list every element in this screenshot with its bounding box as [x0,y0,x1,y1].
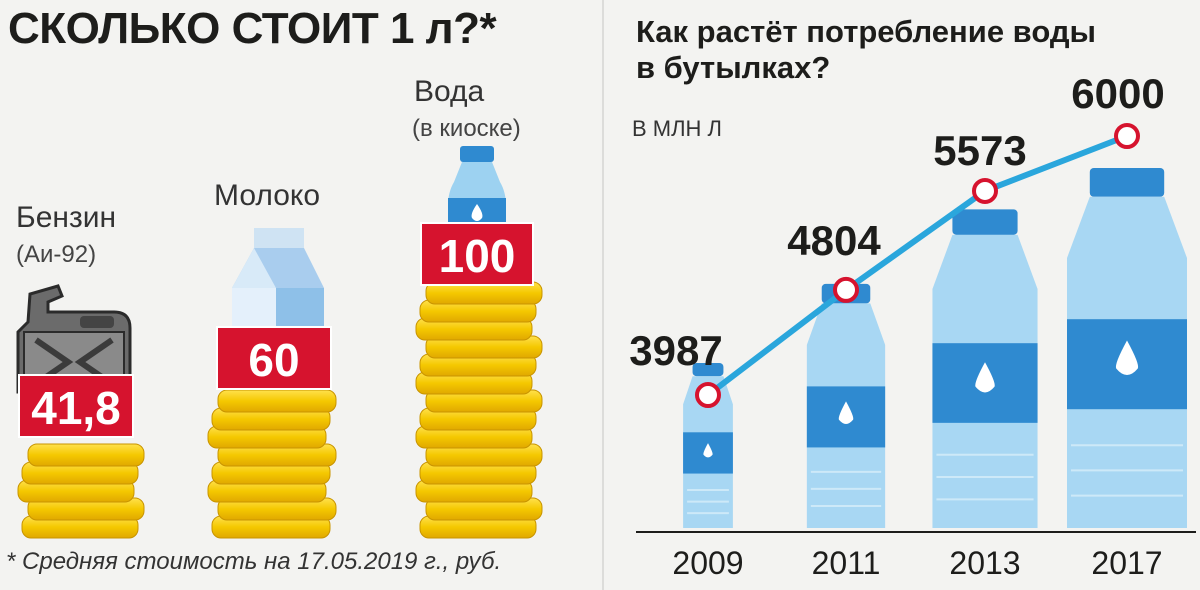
product-name-water: Вода [414,75,485,108]
data-label: 3987 [629,327,722,374]
product-name-milk: Молоко [214,179,321,212]
data-label: 6000 [1071,70,1164,117]
water-bottle-icon [448,146,506,226]
price-water: 100 [420,222,534,286]
milk-carton-icon [232,228,324,328]
coin [27,443,145,467]
bottle-icon [932,209,1038,528]
bottle-icon [806,283,886,528]
data-label: 4804 [787,217,881,264]
product-name-petrol: Бензин [16,201,117,234]
price-milk: 60 [216,326,332,390]
footnote: * Средняя стоимость на 17.05.2019 г., ру… [6,548,502,575]
coin [217,389,337,413]
coin-stack-water [415,281,543,539]
data-point [1114,123,1140,149]
x-tick-label: 2013 [949,545,1020,581]
bottle-icon [1067,168,1187,529]
data-point [833,276,859,303]
data-label: 5573 [933,127,1026,174]
x-tick-label: 2009 [672,545,743,581]
chart-title: Как растёт потребление воды в бутылках? [636,14,1097,85]
data-point [695,382,721,408]
series-line [706,133,1129,398]
panel-divider [602,0,604,590]
x-tick-label: 2017 [1091,545,1162,581]
coin-stack-petrol [17,443,145,539]
coin-stack-milk [207,389,337,539]
data-point [972,177,998,204]
product-subname-petrol: (Аи-92) [16,241,97,268]
left-title: СКОЛЬКО СТОИТ 1 л?* [8,4,497,53]
price-petrol: 41,8 [18,374,134,438]
product-subname-water: (в киоске) [412,115,521,142]
bottle-icon [683,363,733,528]
chart-unit: в млн л [632,116,722,141]
x-tick-label: 2011 [812,545,881,581]
